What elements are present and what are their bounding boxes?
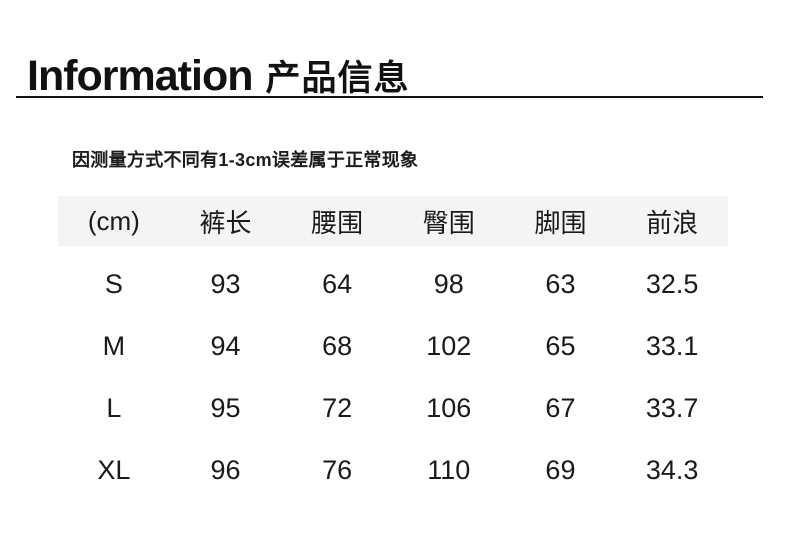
value-cell: 96 — [210, 454, 241, 485]
col-header-pants-length: 裤长 — [169, 196, 282, 246]
page-title-zh: 产品信息 — [265, 59, 410, 98]
value-cell: 33.1 — [645, 330, 699, 361]
col-header-unit: (cm) — [58, 196, 170, 246]
value-cell: 32.5 — [645, 268, 699, 299]
size-cell: L — [106, 392, 122, 423]
size-cell: M — [102, 330, 126, 361]
page-title-en: Information — [27, 52, 253, 100]
value-cell: 93 — [210, 268, 241, 299]
value-cell: 98 — [433, 268, 464, 299]
value-cell: 65 — [545, 330, 576, 361]
measurement-note: 因测量方式不同有1-3cm误差属于正常现象 — [72, 150, 419, 170]
size-cell: XL — [97, 454, 131, 485]
value-cell: 94 — [210, 330, 241, 361]
col-header-hip: 臀围 — [392, 196, 505, 246]
value-cell: 76 — [322, 454, 353, 485]
value-cell: 72 — [322, 392, 353, 423]
table-row-l: L 95 72 106 67 33.7 — [58, 377, 728, 439]
page-title: Information 产品信息 — [27, 55, 410, 98]
col-header-front-rise: 前浪 — [616, 196, 728, 246]
value-cell: 69 — [545, 454, 576, 485]
value-cell: 64 — [322, 268, 353, 299]
value-cell: 68 — [322, 330, 353, 361]
value-cell: 67 — [545, 392, 576, 423]
col-header-leg-opening: 脚围 — [504, 196, 617, 246]
value-cell: 63 — [545, 268, 576, 299]
col-header-waist: 腰围 — [281, 196, 393, 246]
value-cell: 95 — [210, 392, 241, 423]
value-cell: 34.3 — [645, 454, 699, 485]
size-chart-table: (cm) 裤长 腰围 臀围 脚围 前浪 S 93 64 98 63 32.5 M… — [58, 196, 728, 501]
value-cell: 33.7 — [645, 392, 699, 423]
size-cell: S — [104, 268, 123, 299]
title-underline — [16, 96, 763, 98]
table-row-m: M 94 68 102 65 33.1 — [58, 315, 728, 377]
size-chart-header-row: (cm) 裤长 腰围 臀围 脚围 前浪 — [58, 196, 728, 246]
value-cell: 110 — [427, 454, 471, 485]
value-cell: 106 — [426, 392, 472, 423]
table-row-s: S 93 64 98 63 32.5 — [58, 246, 728, 315]
table-row-xl: XL 96 76 110 69 34.3 — [58, 439, 728, 501]
value-cell: 102 — [426, 330, 472, 361]
